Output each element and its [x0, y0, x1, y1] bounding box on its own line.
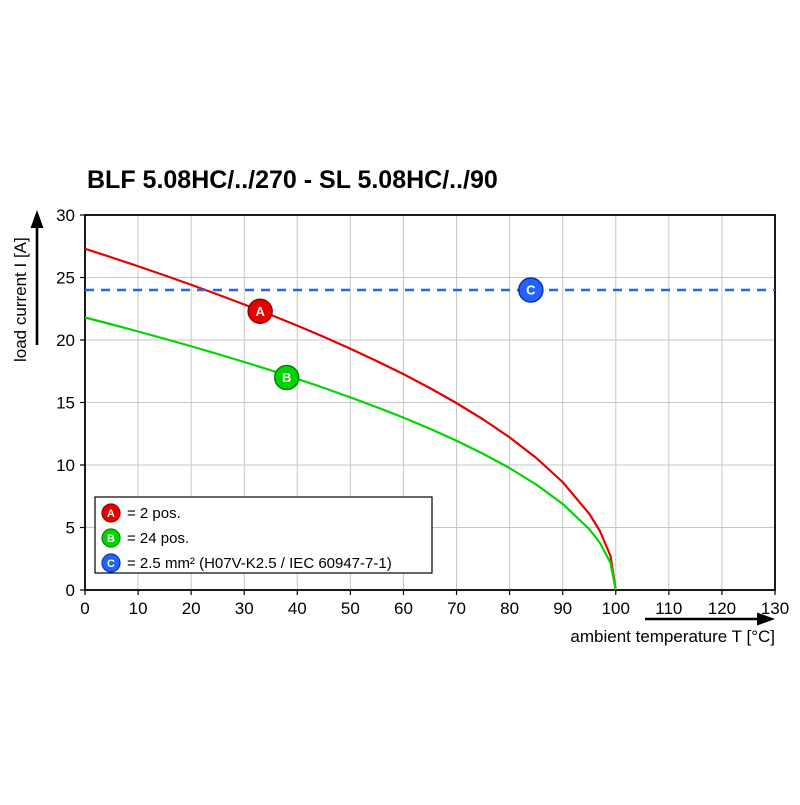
curve-A — [84, 247, 617, 591]
marker-C: C — [518, 277, 544, 303]
marker-letter-A: A — [255, 304, 265, 319]
marker-circle-A — [247, 298, 273, 324]
series-curves: A B C — [84, 247, 775, 591]
axis-ticks: 0 10 20 30 40 50 60 70 80 90 100 110 120 130 0 5 10 15 20 2… — [56, 206, 789, 618]
y-tick-label: 25 — [56, 269, 75, 288]
marker-A: A — [247, 298, 273, 324]
marker-letter-C: C — [526, 283, 536, 298]
legend-label-C: = 2.5 mm² (H07V-K2.5 / IEC 60947-7-1) — [127, 555, 392, 572]
x-tick-label: 120 — [708, 599, 736, 618]
legend-marker-B — [101, 528, 121, 548]
x-tick-label: 50 — [341, 599, 360, 618]
legend-letter-A: A — [107, 508, 115, 520]
x-tick-label: 0 — [80, 599, 89, 618]
legend-letter-C: C — [107, 558, 115, 570]
x-axis-label: ambient temperature T [°C] — [570, 627, 775, 646]
y-tick-label: 30 — [56, 206, 75, 225]
x-tick-label: 20 — [182, 599, 201, 618]
y-tick-label: 5 — [66, 519, 75, 538]
x-tick-label: 90 — [553, 599, 572, 618]
legend-marker-C — [101, 553, 121, 573]
marker-letter-B: B — [282, 370, 291, 385]
chart-legend: A = 2 pos. B = 24 pos. C = 2.5 mm² (H07V-K2.5… — [94, 496, 433, 574]
x-tick-label: 80 — [500, 599, 519, 618]
x-tick-label: 30 — [235, 599, 254, 618]
y-tick-label: 10 — [56, 456, 75, 475]
legend-item-C: C = 2.5 mm² (H07V-K2.5 / IEC 60947-7-1) — [101, 553, 392, 573]
legend-label-B: = 24 pos. — [127, 530, 189, 547]
x-tick-label: 60 — [394, 599, 413, 618]
legend-letter-B: B — [107, 533, 115, 545]
y-tick-label: 0 — [66, 581, 75, 600]
x-tick-label: 100 — [602, 599, 630, 618]
x-tick-label: 110 — [655, 599, 682, 618]
chart-title: BLF 5.08HC/../270 - SL 5.08HC/../90 — [87, 166, 498, 194]
legend-item-B: B = 24 pos. — [101, 528, 189, 548]
legend-item-A: A = 2 pos. — [101, 503, 181, 523]
y-axis-arrow-head — [30, 210, 44, 228]
marker-circle-B — [273, 364, 300, 391]
x-tick-label: 130 — [761, 599, 789, 618]
x-tick-label: 70 — [447, 599, 466, 618]
x-tick-label: 40 — [288, 599, 307, 618]
x-axis-arrow-head — [757, 612, 775, 626]
marker-circle-C — [518, 277, 544, 303]
y-tick-label: 15 — [56, 394, 75, 413]
marker-B: B — [273, 364, 300, 391]
y-axis-label: load current I [A] — [11, 237, 30, 362]
curve-B — [84, 316, 617, 591]
axis-arrows — [30, 210, 775, 626]
legend-label-A: = 2 pos. — [127, 505, 181, 522]
x-tick-label: 10 — [129, 599, 148, 618]
y-tick-label: 20 — [56, 331, 75, 350]
legend-marker-A — [101, 503, 121, 523]
legend-box — [94, 496, 433, 574]
